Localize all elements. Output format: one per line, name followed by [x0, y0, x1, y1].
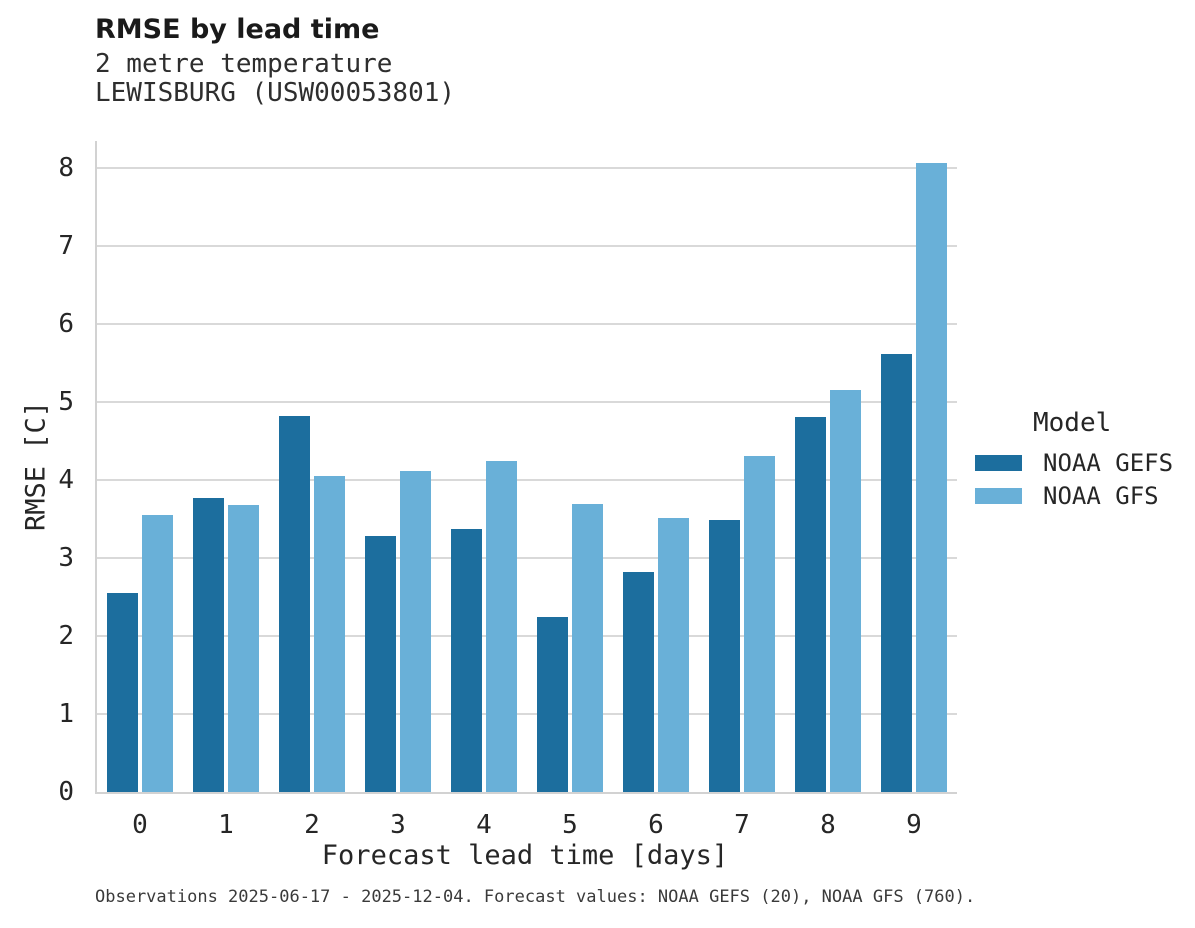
bar-group-lead-4 [441, 141, 527, 792]
bar-noaa-gefs-lead-1 [193, 498, 224, 792]
gridline-y-3 [97, 557, 957, 560]
bar-noaa-gefs-lead-2 [279, 416, 310, 792]
gridline-y-5 [97, 401, 957, 404]
caption: Observations 2025-06-17 - 2025-12-04. Fo… [95, 887, 976, 907]
bar-noaa-gefs-lead-6 [623, 572, 654, 792]
x-tick-label-5: 5 [562, 810, 578, 840]
bar-noaa-gefs-lead-8 [795, 417, 826, 792]
bar-group-lead-0 [97, 141, 183, 792]
y-tick-label-2: 2 [58, 621, 74, 652]
y-tick-label-3: 3 [58, 543, 74, 574]
plot-panel: 0 1 2 3 4 5 6 7 8 0 1 2 3 4 5 6 7 8 9 [58, 141, 957, 840]
y-tick-label-5: 5 [58, 387, 74, 418]
x-tick-label-4: 4 [476, 810, 492, 840]
x-tick-label-8: 8 [820, 810, 836, 840]
bar-noaa-gefs-lead-7 [709, 519, 740, 792]
gridline-y-6 [97, 323, 957, 326]
x-tick-label-3: 3 [390, 810, 406, 840]
x-tick-label-1: 1 [218, 810, 234, 840]
bar-noaa-gfs-lead-9 [916, 162, 947, 792]
bar-noaa-gfs-lead-2 [314, 476, 345, 792]
legend-title: Model [1033, 408, 1112, 438]
gridline-y-8 [97, 167, 957, 170]
bar-group-lead-3 [355, 141, 441, 792]
bar-group-lead-2 [269, 141, 355, 792]
x-tick-label-7: 7 [734, 810, 750, 840]
bar-noaa-gfs-lead-3 [400, 470, 431, 792]
chart-title: RMSE by lead time [95, 14, 380, 45]
bar-group-lead-6 [613, 141, 699, 792]
x-tick-label-6: 6 [648, 810, 664, 840]
bar-group-lead-8 [785, 141, 871, 792]
x-tick-label-9: 9 [906, 810, 922, 840]
bar-group-lead-5 [527, 141, 613, 792]
x-tick-label-0: 0 [132, 810, 148, 840]
legend-label: NOAA GFS [1043, 482, 1159, 510]
bar-noaa-gfs-lead-0 [142, 515, 173, 792]
legend-swatch-icon [975, 488, 1022, 504]
bar-noaa-gfs-lead-6 [658, 517, 689, 792]
gridline-y-7 [97, 245, 957, 248]
bar-noaa-gefs-lead-9 [881, 353, 912, 792]
legend-row-noaa-gefs: NOAA GEFS [975, 451, 1195, 475]
chart-subtitle: 2 metre temperature LEWISBURG (USW0005380… [95, 50, 455, 108]
x-axis-title: Forecast lead time [days] [321, 840, 729, 871]
y-tick-label-0: 0 [58, 777, 74, 807]
y-tick-label-1: 1 [58, 699, 74, 730]
bar-noaa-gefs-lead-0 [107, 593, 138, 792]
bar-noaa-gefs-lead-4 [451, 529, 482, 792]
legend: Model NOAA GEFS NOAA GFS [975, 408, 1195, 508]
bar-noaa-gfs-lead-5 [572, 504, 603, 792]
subtitle-variable: 2 metre temperature [95, 49, 393, 79]
bar-group-lead-7 [699, 141, 785, 792]
legend-swatch-icon [975, 455, 1022, 471]
bar-noaa-gefs-lead-5 [537, 617, 568, 792]
legend-row-noaa-gfs: NOAA GFS [975, 484, 1195, 508]
bar-group-lead-1 [183, 141, 269, 792]
subtitle-station: LEWISBURG (USW00053801) [95, 78, 456, 108]
bar-noaa-gfs-lead-1 [228, 505, 259, 792]
y-axis-title: RMSE [C] [20, 400, 52, 532]
gridline-y-4 [97, 479, 957, 482]
bar-group-lead-9 [871, 141, 957, 792]
legend-rows: NOAA GEFS NOAA GFS [975, 451, 1195, 508]
y-tick-label-6: 6 [58, 309, 74, 340]
bar-noaa-gefs-lead-3 [365, 536, 396, 792]
y-tick-label-7: 7 [58, 231, 74, 262]
gridline-y-2 [97, 635, 957, 638]
y-tick-label-8: 8 [58, 153, 74, 184]
x-tick-label-2: 2 [304, 810, 320, 840]
y-tick-label-4: 4 [58, 465, 74, 496]
bar-noaa-gfs-lead-8 [830, 389, 861, 792]
gridline-y-1 [97, 713, 957, 716]
legend-label: NOAA GEFS [1043, 449, 1174, 477]
bar-noaa-gfs-lead-7 [744, 455, 775, 792]
bar-noaa-gfs-lead-4 [486, 461, 517, 792]
